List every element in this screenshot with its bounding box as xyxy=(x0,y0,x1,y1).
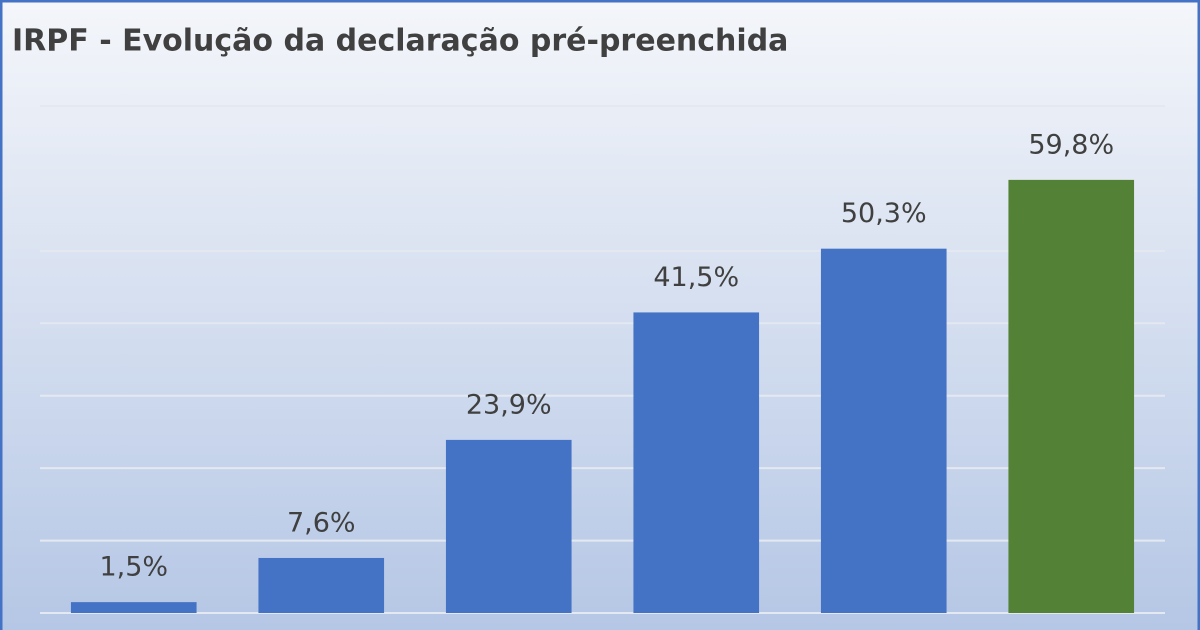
value-label: 59,8% xyxy=(1028,129,1114,160)
chart-title: IRPF - Evolução da declaração pré-preenc… xyxy=(12,24,788,59)
value-label: 50,3% xyxy=(841,198,927,229)
value-label: 1,5% xyxy=(99,552,168,583)
bar xyxy=(445,439,572,613)
value-label: 41,5% xyxy=(653,262,739,293)
bar xyxy=(633,312,760,613)
value-label: 7,6% xyxy=(287,507,356,538)
value-label: 23,9% xyxy=(466,389,552,420)
bar xyxy=(1008,179,1135,613)
bar xyxy=(70,602,197,613)
bar xyxy=(258,557,385,613)
bar xyxy=(820,248,947,614)
